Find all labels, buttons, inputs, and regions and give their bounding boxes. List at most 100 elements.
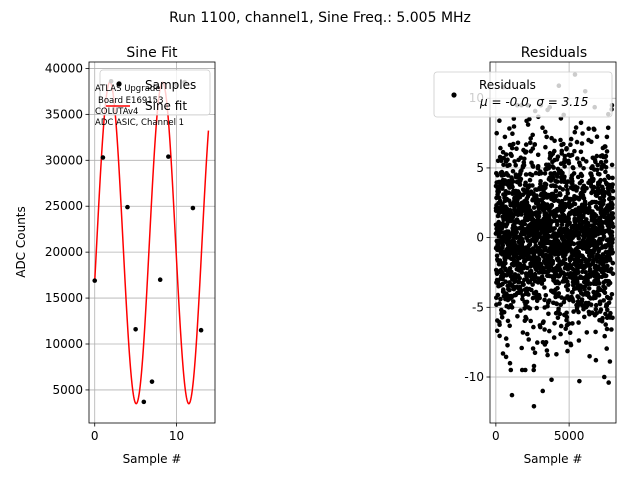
sine-fit-legend: Samples Sine fit xyxy=(99,69,211,116)
residual-point xyxy=(587,257,593,262)
residual-point xyxy=(544,348,550,353)
sine-fit-xlabel: Sample # xyxy=(123,452,182,466)
residual-point xyxy=(523,172,529,177)
residual-point xyxy=(494,130,500,136)
residual-point xyxy=(545,352,550,358)
residual-point xyxy=(531,205,537,210)
residual-point xyxy=(610,175,615,181)
residual-point xyxy=(528,136,533,141)
residual-point xyxy=(535,340,540,345)
residual-outlier-point xyxy=(577,378,582,384)
residual-point xyxy=(556,281,562,286)
residual-outlier-point xyxy=(601,374,607,380)
sine-fit-xtick-label: 10 xyxy=(169,429,184,443)
residuals-ytick-label: -5 xyxy=(472,300,484,314)
residual-point xyxy=(560,187,566,192)
sine-fit-ytick-label: 40000 xyxy=(45,61,83,75)
residual-point xyxy=(565,179,571,184)
residual-point xyxy=(545,303,550,309)
residual-point xyxy=(608,310,613,316)
residual-point xyxy=(514,146,519,151)
residual-point xyxy=(600,201,606,207)
residual-point xyxy=(530,246,536,251)
residuals-legend-label: Residuals xyxy=(479,78,536,92)
residual-point xyxy=(607,359,613,364)
residual-point xyxy=(610,215,616,221)
residual-point xyxy=(509,153,514,158)
residual-point xyxy=(523,149,529,154)
residual-point xyxy=(555,285,560,291)
residual-point xyxy=(570,178,575,184)
residuals-points xyxy=(493,72,616,409)
residual-point xyxy=(559,222,565,227)
sine-fit-curve xyxy=(93,81,210,405)
residuals-legend-stats: μ = -0.0, σ = 3.15 xyxy=(479,95,588,109)
residual-point xyxy=(609,327,614,332)
residual-point xyxy=(547,328,552,334)
residual-point xyxy=(506,229,511,234)
residual-point xyxy=(523,142,529,147)
residual-point xyxy=(549,254,554,260)
residual-point xyxy=(532,350,538,356)
residual-point xyxy=(568,142,573,147)
residual-point xyxy=(554,352,559,357)
residual-point xyxy=(576,236,582,241)
sample-point xyxy=(157,277,163,283)
residual-point xyxy=(530,183,535,188)
sine-fit-ylabel: ADC Counts xyxy=(14,206,28,278)
residual-point xyxy=(593,329,598,335)
residual-point xyxy=(506,190,512,195)
residual-point xyxy=(530,164,536,169)
residual-point xyxy=(565,190,571,196)
sample-point xyxy=(141,399,147,405)
residual-point xyxy=(569,152,575,158)
residual-point xyxy=(549,135,554,141)
residuals-ytick-label: 5 xyxy=(476,161,484,175)
residual-point xyxy=(575,156,580,161)
residual-point xyxy=(495,292,501,298)
residual-point xyxy=(593,213,599,219)
residual-point xyxy=(510,131,515,136)
residuals-title: Residuals xyxy=(521,45,587,61)
residual-point xyxy=(582,314,587,320)
residual-outlier-point xyxy=(606,380,611,385)
residual-point xyxy=(537,295,542,301)
sample-point xyxy=(149,379,155,384)
residual-point xyxy=(578,149,584,155)
residual-point xyxy=(608,266,614,272)
residual-point xyxy=(556,291,562,296)
residual-point xyxy=(570,229,576,235)
residual-point xyxy=(533,289,539,295)
residual-point xyxy=(534,305,539,311)
residual-point xyxy=(526,337,531,342)
residuals-ytick-label: 0 xyxy=(476,231,484,245)
residual-point xyxy=(581,214,586,219)
residual-point xyxy=(538,171,544,176)
residual-point xyxy=(498,145,503,151)
residual-point xyxy=(596,293,602,298)
residual-point xyxy=(535,164,541,169)
residual-point xyxy=(587,354,592,359)
residual-point xyxy=(579,141,585,146)
residual-point xyxy=(603,322,608,327)
residual-point xyxy=(565,282,571,288)
residual-point xyxy=(551,165,556,170)
residual-point xyxy=(562,153,568,159)
residual-point xyxy=(567,330,573,336)
residual-point xyxy=(594,134,600,139)
residual-point xyxy=(609,233,615,238)
residual-point xyxy=(594,153,600,159)
residual-point xyxy=(603,153,609,159)
residual-point xyxy=(610,315,615,321)
residual-point xyxy=(584,217,589,222)
residual-point xyxy=(597,299,603,305)
residual-point xyxy=(598,241,603,246)
residual-point xyxy=(501,155,507,161)
residual-point xyxy=(559,198,565,204)
residual-point xyxy=(505,318,511,324)
residual-point xyxy=(610,182,615,187)
residual-point xyxy=(494,253,500,259)
residual-point xyxy=(600,186,606,192)
sample-point xyxy=(198,327,204,333)
residual-point xyxy=(520,330,526,335)
